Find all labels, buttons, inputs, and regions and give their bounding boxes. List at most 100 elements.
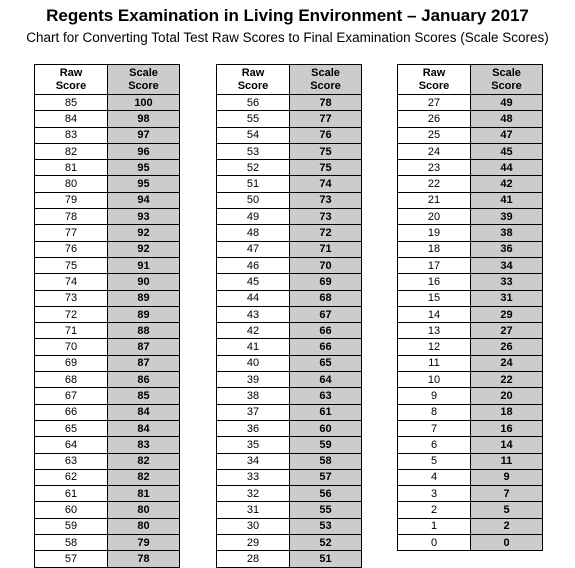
table-row: 17 34 — [397, 256, 543, 275]
scale-score-cell: 95 — [107, 175, 180, 193]
table-row: 6 14 — [397, 436, 543, 454]
raw-score-cell: 73 — [34, 289, 108, 307]
raw-score-cell: 28 — [216, 550, 290, 568]
table-row: 8 18 — [397, 403, 543, 421]
scale-score-cell: 65 — [289, 354, 362, 373]
raw-score-cell: 12 — [397, 338, 471, 356]
raw-score-cell: 13 — [397, 322, 471, 340]
scale-score-cell: 97 — [107, 126, 180, 144]
table-row: 51 74 — [216, 175, 362, 193]
table-row: 83 97 — [34, 126, 180, 144]
scale-score-cell: 9 — [470, 468, 543, 487]
raw-score-cell: 18 — [397, 240, 471, 258]
table-row: 31 55 — [216, 501, 362, 519]
table-row: 61 81 — [34, 485, 180, 503]
raw-score-cell: 30 — [216, 517, 290, 536]
scale-score-cell: 89 — [107, 289, 180, 307]
table-row: 76 92 — [34, 240, 180, 258]
table-row: 49 73 — [216, 208, 362, 226]
table-row: 45 69 — [216, 273, 362, 291]
raw-score-cell: 35 — [216, 436, 290, 454]
table-row: 54 76 — [216, 126, 362, 144]
raw-score-cell: 83 — [34, 126, 108, 144]
scale-score-cell: 83 — [107, 436, 180, 454]
table-row: 70 87 — [34, 338, 180, 356]
scale-score-cell: 45 — [470, 142, 543, 161]
table-row: 67 85 — [34, 387, 180, 405]
table-row: 15 31 — [397, 289, 543, 307]
scale-score-cell: 66 — [289, 338, 362, 356]
table-row: 85 100 — [34, 93, 180, 112]
scale-score-cell: 52 — [289, 534, 362, 552]
table-row: 37 61 — [216, 403, 362, 421]
table-row: 63 82 — [34, 452, 180, 470]
raw-score-cell: 67 — [34, 387, 108, 405]
scale-score-cell: 48 — [470, 110, 543, 128]
scale-score-cell: 92 — [107, 224, 180, 242]
raw-score-cell: 53 — [216, 142, 290, 161]
table-row: 35 59 — [216, 436, 362, 454]
table-row: 81 95 — [34, 159, 180, 177]
scale-score-cell: 16 — [470, 419, 543, 438]
table-row: 84 98 — [34, 110, 180, 128]
scale-score-cell: 78 — [289, 93, 362, 112]
scale-score-header: Scale Score — [289, 64, 362, 95]
conversion-table-1: Raw Score Scale Score 85 100 84 98 83 97 82 96 81 9… — [34, 64, 180, 568]
table-row: 62 82 — [34, 468, 180, 487]
table-row: 78 93 — [34, 208, 180, 226]
raw-score-cell: 74 — [34, 273, 108, 291]
raw-score-cell: 40 — [216, 354, 290, 373]
raw-score-cell: 70 — [34, 338, 108, 356]
scale-score-cell: 81 — [107, 485, 180, 503]
scale-score-cell: 55 — [289, 501, 362, 519]
table-row: 10 22 — [397, 371, 543, 389]
scale-score-cell: 70 — [289, 256, 362, 275]
scale-score-cell: 96 — [107, 142, 180, 161]
scale-score-cell: 80 — [107, 517, 180, 536]
raw-score-cell: 78 — [34, 208, 108, 226]
raw-score-cell: 34 — [216, 452, 290, 470]
scale-score-cell: 82 — [107, 452, 180, 470]
table-row: 39 64 — [216, 371, 362, 389]
table-row: 60 80 — [34, 501, 180, 519]
scale-score-cell: 57 — [289, 468, 362, 487]
table-row: 14 29 — [397, 305, 543, 324]
scale-score-cell: 71 — [289, 240, 362, 258]
raw-score-cell: 62 — [34, 468, 108, 487]
raw-score-cell: 14 — [397, 305, 471, 324]
table-row: 25 47 — [397, 126, 543, 144]
scale-score-cell: 86 — [107, 371, 180, 389]
raw-score-cell: 11 — [397, 354, 471, 373]
table-row: 55 77 — [216, 110, 362, 128]
table-row: 48 72 — [216, 224, 362, 242]
table-row: 42 66 — [216, 322, 362, 340]
table-row: 46 70 — [216, 256, 362, 275]
table-row: 66 84 — [34, 403, 180, 421]
scale-score-cell: 18 — [470, 403, 543, 421]
table-row: 9 20 — [397, 387, 543, 405]
scale-score-cell: 72 — [289, 224, 362, 242]
raw-score-cell: 24 — [397, 142, 471, 161]
table-row: 16 33 — [397, 273, 543, 291]
raw-score-cell: 44 — [216, 289, 290, 307]
raw-score-cell: 16 — [397, 273, 471, 291]
table-row: 64 83 — [34, 436, 180, 454]
scale-score-cell: 42 — [470, 175, 543, 193]
table-row: 44 68 — [216, 289, 362, 307]
raw-score-cell: 10 — [397, 371, 471, 389]
scale-score-cell: 78 — [107, 550, 180, 568]
raw-score-cell: 48 — [216, 224, 290, 242]
scale-score-cell: 73 — [289, 208, 362, 226]
scale-score-cell: 67 — [289, 305, 362, 324]
scale-score-cell: 73 — [289, 191, 362, 210]
scale-score-cell: 22 — [470, 371, 543, 389]
raw-score-cell: 27 — [397, 93, 471, 112]
raw-score-cell: 69 — [34, 354, 108, 373]
document-subtitle: Chart for Converting Total Test Raw Scor… — [26, 30, 549, 45]
raw-score-cell: 31 — [216, 501, 290, 519]
scale-score-cell: 82 — [107, 468, 180, 487]
raw-score-cell: 22 — [397, 175, 471, 193]
table-row: 21 41 — [397, 191, 543, 210]
